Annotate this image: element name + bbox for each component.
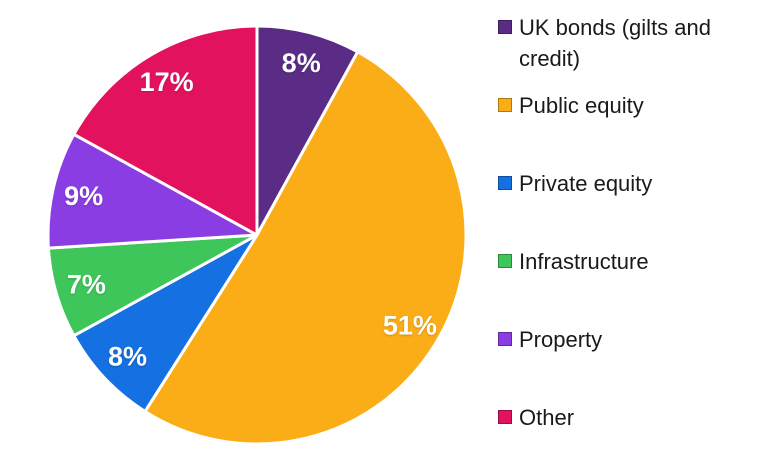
legend-label-uk-bonds: UK bonds (gilts and credit) (519, 15, 711, 71)
legend-swatch-public-equity (498, 98, 512, 112)
pie-slice-other (72, 24, 259, 237)
legend: UK bonds (gilts and credit) Public equit… (498, 12, 756, 471)
legend-item-other: Other (498, 402, 756, 471)
slice-data-label-public-equity: 51% (383, 310, 437, 340)
legend-label-property: Property (519, 327, 603, 352)
legend-item-public-equity: Public equity (498, 90, 756, 168)
legend-swatch-other (498, 410, 512, 424)
legend-swatch-infrastructure (498, 254, 512, 268)
legend-label-private-equity: Private equity (519, 171, 653, 196)
legend-label-infrastructure: Infrastructure (519, 249, 649, 274)
pie-slice-public-equity (143, 50, 468, 446)
pie-slice-property (46, 132, 259, 250)
legend-swatch-property (498, 332, 512, 346)
slice-data-label-other: 17% (140, 67, 194, 97)
pie-slice-uk-bonds-gilts-and-credit (255, 24, 360, 237)
slice-data-label-property: 9% (64, 181, 103, 211)
legend-swatch-private-equity (498, 176, 512, 190)
legend-swatch-uk-bonds (498, 20, 512, 34)
legend-item-uk-bonds: UK bonds (gilts and credit) (498, 12, 756, 90)
legend-item-private-equity: Private equity (498, 168, 756, 246)
pie-slice-private-equity (72, 233, 259, 413)
slice-data-label-infrastructure: 7% (67, 270, 106, 300)
legend-label-public-equity: Public equity (519, 93, 644, 118)
pie-chart: 8% 51% 8% 7% 9% 17% (46, 24, 468, 446)
slice-data-label-uk-bonds-gilts-and-credit: 8% (282, 48, 321, 78)
legend-item-infrastructure: Infrastructure (498, 246, 756, 324)
slice-data-label-private-equity: 8% (108, 342, 147, 372)
legend-label-other: Other (519, 405, 575, 430)
legend-item-property: Property (498, 324, 756, 402)
